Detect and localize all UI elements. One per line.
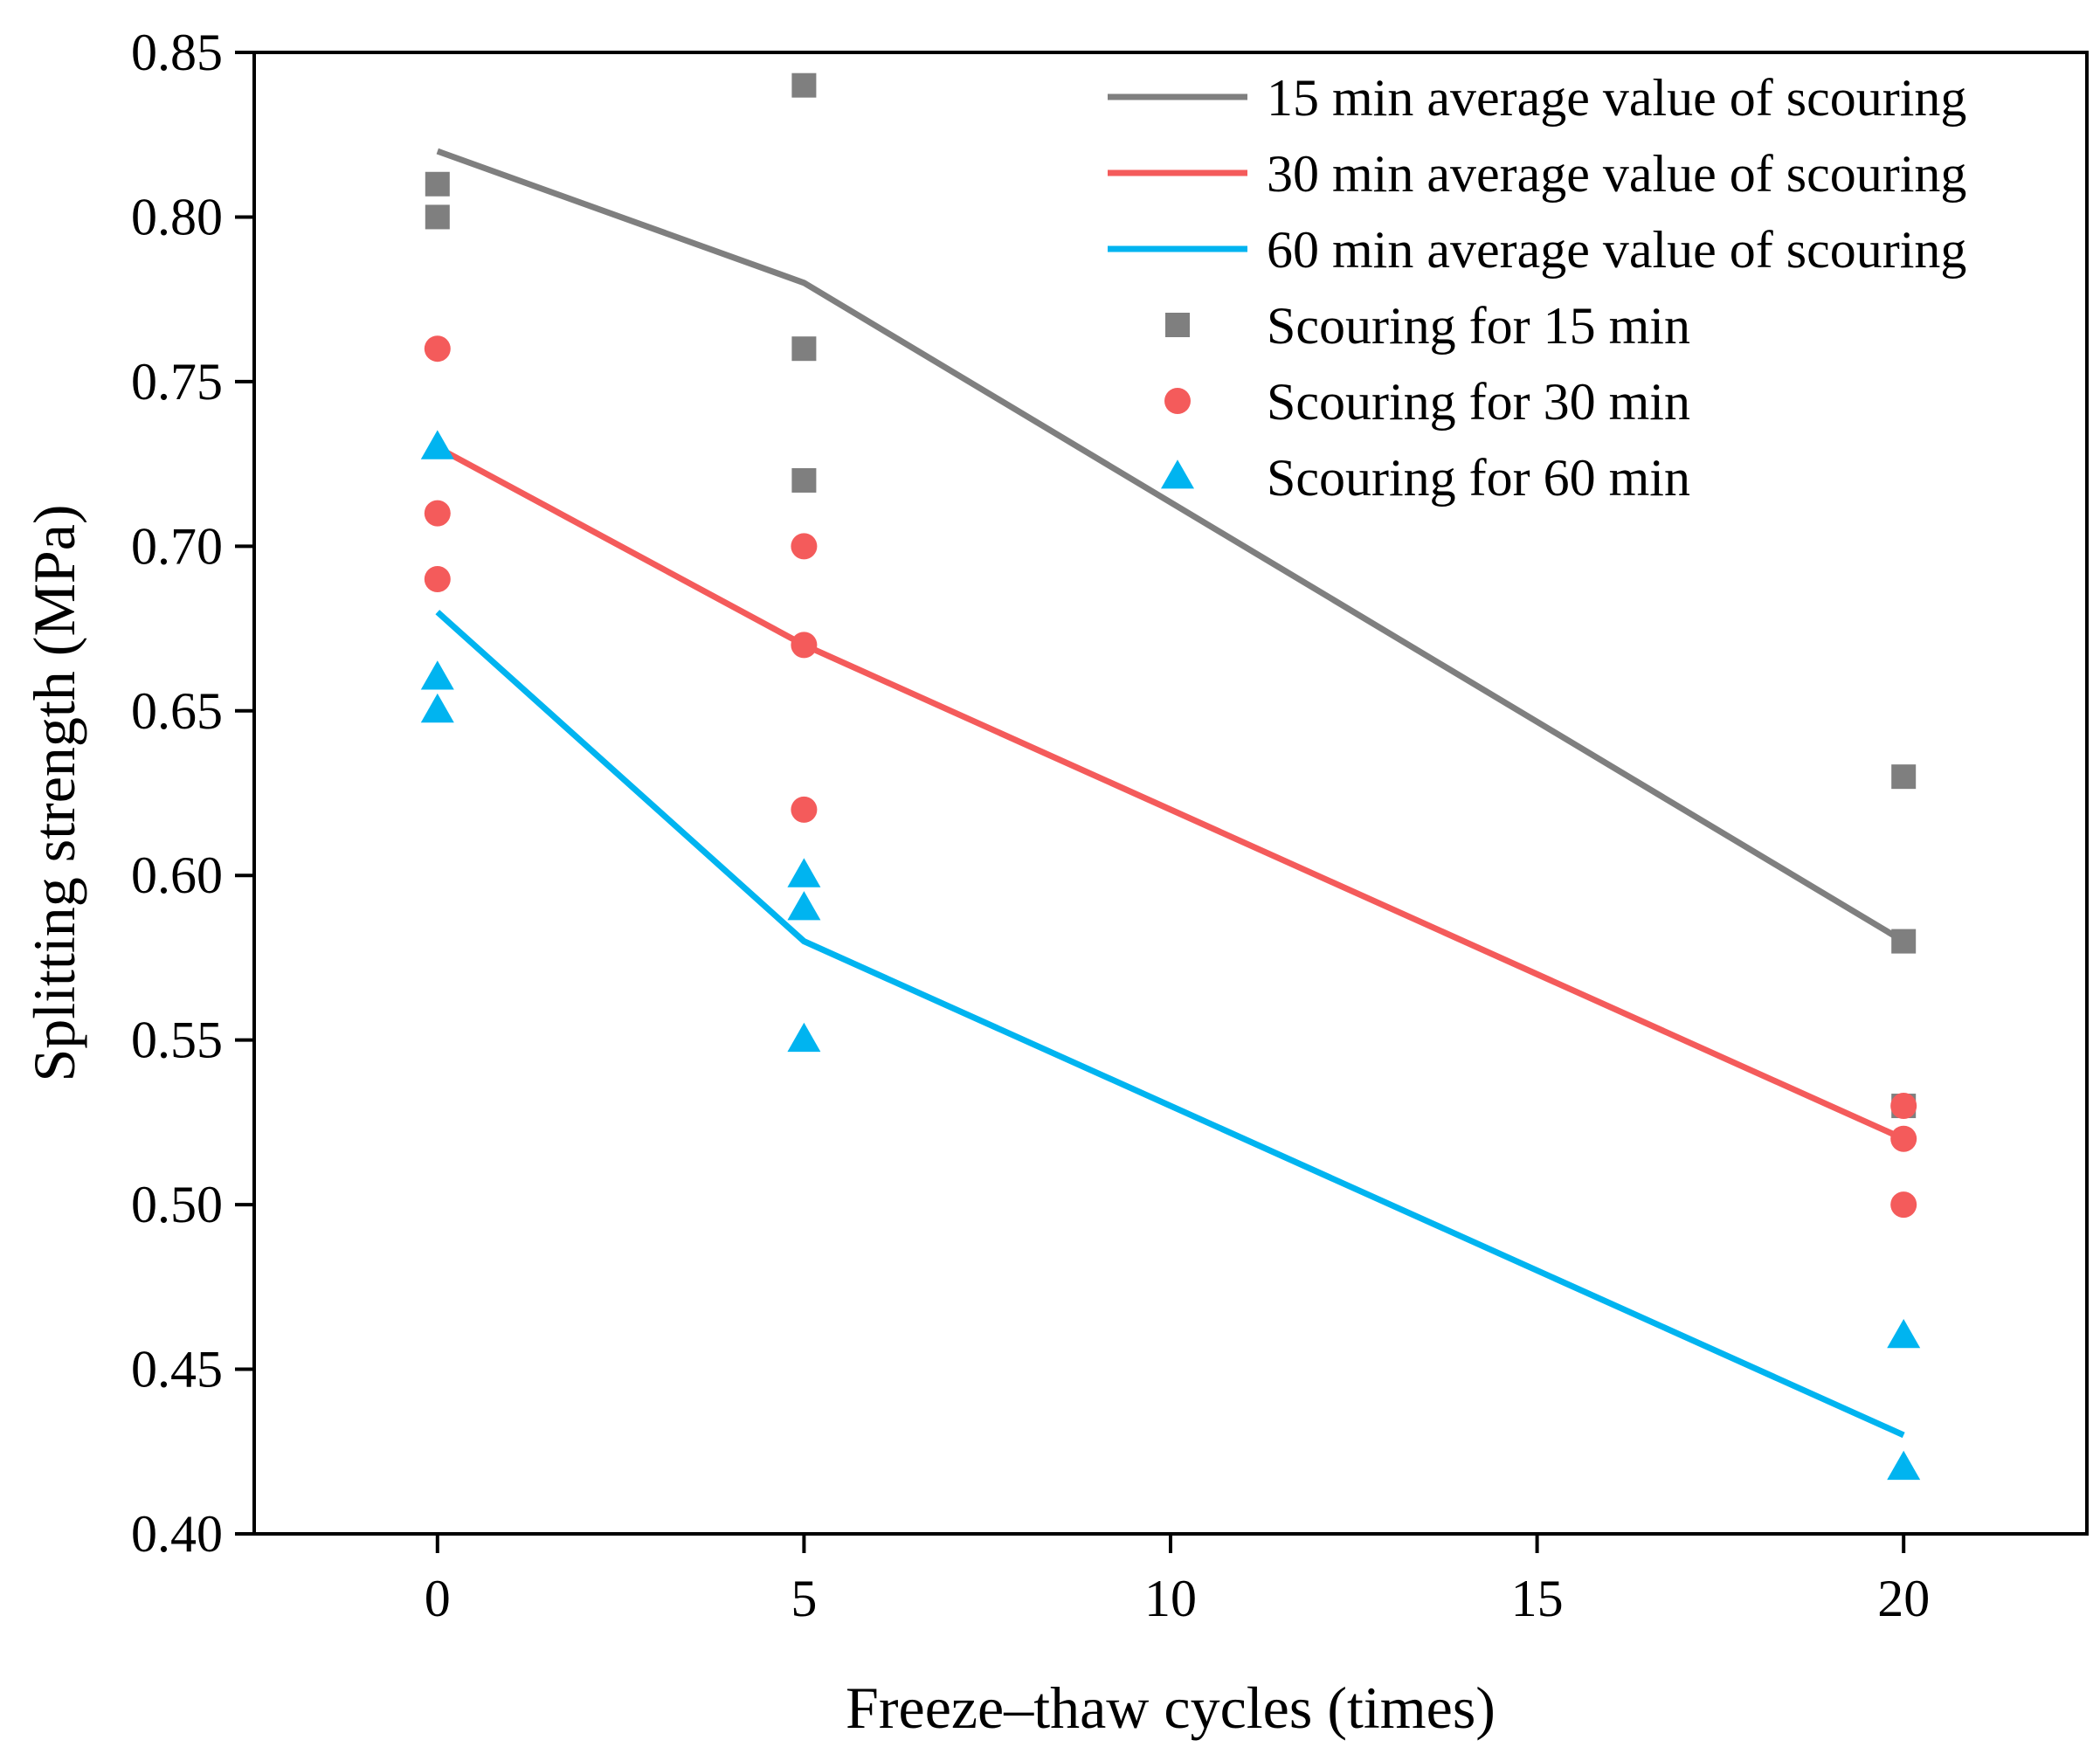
x-tick-label: 10	[1144, 1570, 1197, 1627]
data-point	[424, 566, 451, 593]
series-line	[436, 148, 1905, 944]
data-point	[424, 500, 451, 527]
legend-label: Scouring for 60 min	[1267, 449, 1690, 507]
y-axis-title: Splitting strength (MPa)	[21, 504, 87, 1081]
data-point	[787, 1022, 821, 1053]
x-axis-title: Freeze–thaw cycles (times)	[846, 1674, 1496, 1741]
x-tick-label: 5	[791, 1570, 817, 1627]
y-tick-label: 0.55	[131, 1012, 223, 1069]
data-point	[791, 336, 817, 362]
data-point	[787, 858, 821, 887]
y-axis-ticks: 0.40 0.45 0.50 0.55 0.60 0.65 0.70 0.75 0.80 0.85	[131, 24, 254, 1563]
data-point	[787, 891, 821, 921]
x-tick-label: 20	[1877, 1570, 1930, 1627]
data-point	[791, 533, 818, 560]
legend-label: 30 min average value of scouring	[1267, 145, 1966, 203]
y-tick-label: 0.50	[131, 1176, 223, 1233]
data-point	[420, 693, 454, 723]
y-tick-label: 0.60	[131, 846, 223, 904]
data-point	[791, 632, 818, 659]
legend: 15 min average value of scouring 30 min a…	[1108, 69, 1966, 507]
series-line	[436, 445, 1905, 1142]
y-tick-label: 0.40	[131, 1505, 223, 1563]
legend-label: Scouring for 15 min	[1267, 297, 1690, 355]
x-tick-label: 0	[425, 1570, 451, 1627]
data-point	[791, 796, 818, 823]
data-point	[420, 430, 454, 459]
data-point	[1891, 929, 1917, 954]
y-tick-label: 0.70	[131, 517, 223, 575]
data-point	[791, 73, 817, 98]
data-point	[1890, 1191, 1917, 1219]
plot-markers	[420, 73, 1921, 1481]
data-point	[420, 660, 454, 690]
data-point	[425, 204, 450, 230]
y-tick-label: 0.85	[131, 24, 223, 81]
data-point	[791, 467, 817, 493]
data-point	[425, 171, 450, 197]
legend-label: 15 min average value of scouring	[1267, 69, 1966, 127]
legend-marker-swatch	[1164, 388, 1191, 414]
y-tick-label: 0.45	[131, 1341, 223, 1398]
legend-marker-swatch	[1165, 313, 1190, 337]
data-point	[424, 335, 451, 363]
x-axis-ticks: 0 5 10 15 20	[425, 1534, 1930, 1627]
data-point	[1887, 1450, 1921, 1481]
y-tick-label: 0.75	[131, 353, 223, 411]
series-line	[435, 610, 1905, 1439]
data-point	[1890, 1093, 1917, 1120]
legend-label: 60 min average value of scouring	[1267, 221, 1966, 279]
data-point	[1891, 764, 1917, 790]
y-tick-label: 0.80	[131, 188, 223, 245]
y-tick-label: 0.65	[131, 682, 223, 740]
legend-marker-swatch	[1161, 459, 1194, 489]
data-point	[1890, 1125, 1917, 1152]
data-point	[1887, 1319, 1921, 1349]
x-tick-label: 15	[1511, 1570, 1564, 1627]
legend-label: Scouring for 30 min	[1267, 373, 1690, 431]
